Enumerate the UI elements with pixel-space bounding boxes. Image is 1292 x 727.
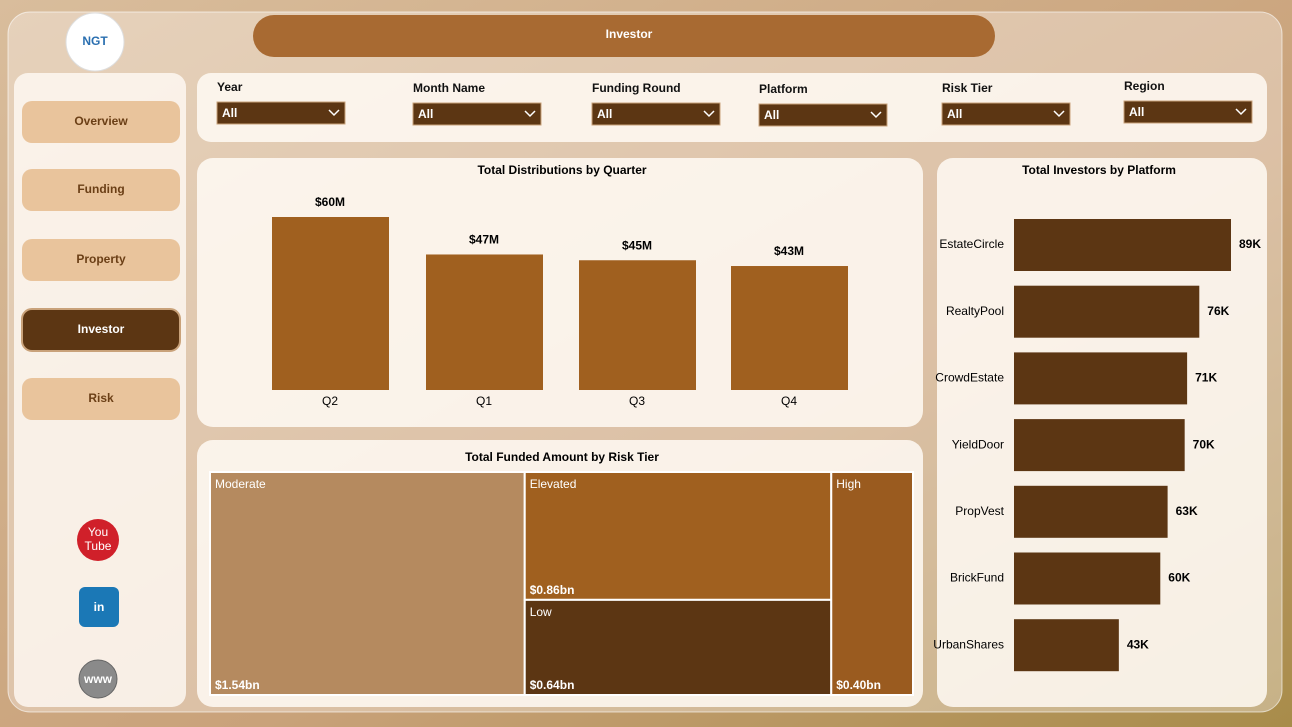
x-tick-label: Q4: [781, 394, 797, 408]
bar: [731, 266, 848, 390]
chart-title: Total Distributions by Quarter: [477, 163, 646, 177]
data-label: $0.64bn: [530, 678, 575, 692]
y-tick-label: YieldDoor: [952, 437, 1004, 451]
x-tick-label: Q1: [476, 394, 492, 408]
bar: [1014, 619, 1119, 672]
web-icon[interactable]: [78, 659, 118, 699]
dropdown[interactable]: [216, 101, 346, 125]
chevron: [870, 111, 882, 119]
nav-label: Property: [76, 252, 126, 266]
data-label: $0.86bn: [530, 583, 575, 597]
y-tick-label: UrbanShares: [933, 637, 1004, 651]
data-label: $60M: [315, 195, 345, 209]
y-tick-label: EstateCircle: [939, 237, 1004, 251]
nav-button[interactable]: [22, 169, 180, 211]
icon-text: www: [83, 672, 113, 686]
bar: [1014, 419, 1185, 472]
dropdown[interactable]: [591, 102, 721, 126]
nav-label: Overview: [74, 114, 128, 128]
chevron: [524, 110, 536, 118]
nav-label: Investor: [78, 322, 125, 336]
data-label: 76K: [1207, 304, 1229, 318]
cell-label: Low: [530, 605, 552, 619]
filter-label: Region: [1124, 79, 1165, 93]
filter-label: Risk Tier: [942, 81, 993, 95]
chevron: [1235, 108, 1247, 116]
bar: [426, 254, 543, 390]
dropdown-value: All: [418, 107, 433, 121]
logo: [65, 12, 125, 72]
youtube-icon[interactable]: [77, 519, 119, 561]
data-label: $47M: [469, 233, 499, 247]
y-tick-label: PropVest: [955, 504, 1004, 518]
logo-text: NGT: [82, 34, 108, 48]
dropdown[interactable]: [758, 103, 888, 127]
cell-label: Elevated: [530, 477, 577, 491]
bar: [579, 260, 696, 390]
chevron: [1053, 110, 1065, 118]
treemap-cell: [209, 471, 526, 696]
y-tick-label: CrowdEstate: [935, 371, 1004, 385]
y-tick-label: RealtyPool: [946, 304, 1004, 318]
y-tick-label: BrickFund: [950, 571, 1004, 585]
data-label: 63K: [1176, 504, 1198, 518]
bar: [1014, 285, 1200, 338]
data-label: $45M: [622, 238, 652, 252]
icon-text: You: [88, 525, 108, 539]
bar: [1014, 352, 1188, 405]
filter-label: Funding Round: [592, 81, 681, 95]
nav-label: Risk: [88, 391, 114, 405]
filter-label: Platform: [759, 82, 808, 96]
bar: [1014, 552, 1161, 605]
data-label: 89K: [1239, 237, 1261, 251]
dropdown-value: All: [597, 107, 612, 121]
nav-label: Funding: [77, 182, 124, 196]
icon-text: Tube: [85, 539, 112, 553]
bar: [1014, 219, 1231, 271]
data-label: $1.54bn: [215, 678, 260, 692]
x-tick-label: Q3: [629, 394, 645, 408]
dropdown[interactable]: [1123, 100, 1253, 124]
x-tick-label: Q2: [322, 394, 338, 408]
nav-button[interactable]: [22, 239, 180, 281]
page-title: Investor: [606, 27, 653, 41]
linkedin-icon[interactable]: [79, 587, 119, 627]
chart-title: Total Investors by Platform: [1022, 163, 1176, 177]
data-label: 60K: [1168, 571, 1190, 585]
nav-button[interactable]: [22, 378, 180, 420]
data-label: $0.40bn: [836, 678, 881, 692]
data-label: 71K: [1195, 371, 1217, 385]
dropdown-value: All: [222, 106, 237, 120]
dropdown-value: All: [764, 108, 779, 122]
treemap-cell: [523, 598, 833, 696]
filter-label: Month Name: [413, 81, 485, 95]
dropdown[interactable]: [412, 102, 542, 126]
filter-label: Year: [217, 80, 243, 94]
icon-text: in: [94, 600, 105, 614]
data-label: 43K: [1127, 637, 1149, 651]
dropdown[interactable]: [941, 102, 1071, 126]
header-bar: [253, 15, 995, 57]
treemap-cell: [523, 471, 833, 601]
data-label: 70K: [1193, 437, 1215, 451]
cell-label: High: [836, 477, 861, 491]
chevron: [328, 109, 340, 117]
bar: [1014, 485, 1168, 538]
nav-button[interactable]: [21, 308, 181, 352]
bar: [272, 217, 389, 390]
treemap-cell: [830, 471, 914, 696]
chevron: [703, 110, 715, 118]
cell-label: Moderate: [215, 477, 266, 491]
nav-button[interactable]: [22, 101, 180, 143]
data-label: $43M: [774, 244, 804, 258]
filter-panel: [197, 73, 1267, 142]
dropdown-value: All: [947, 107, 962, 121]
chart-title: Total Funded Amount by Risk Tier: [465, 450, 659, 464]
dropdown-value: All: [1129, 105, 1144, 119]
